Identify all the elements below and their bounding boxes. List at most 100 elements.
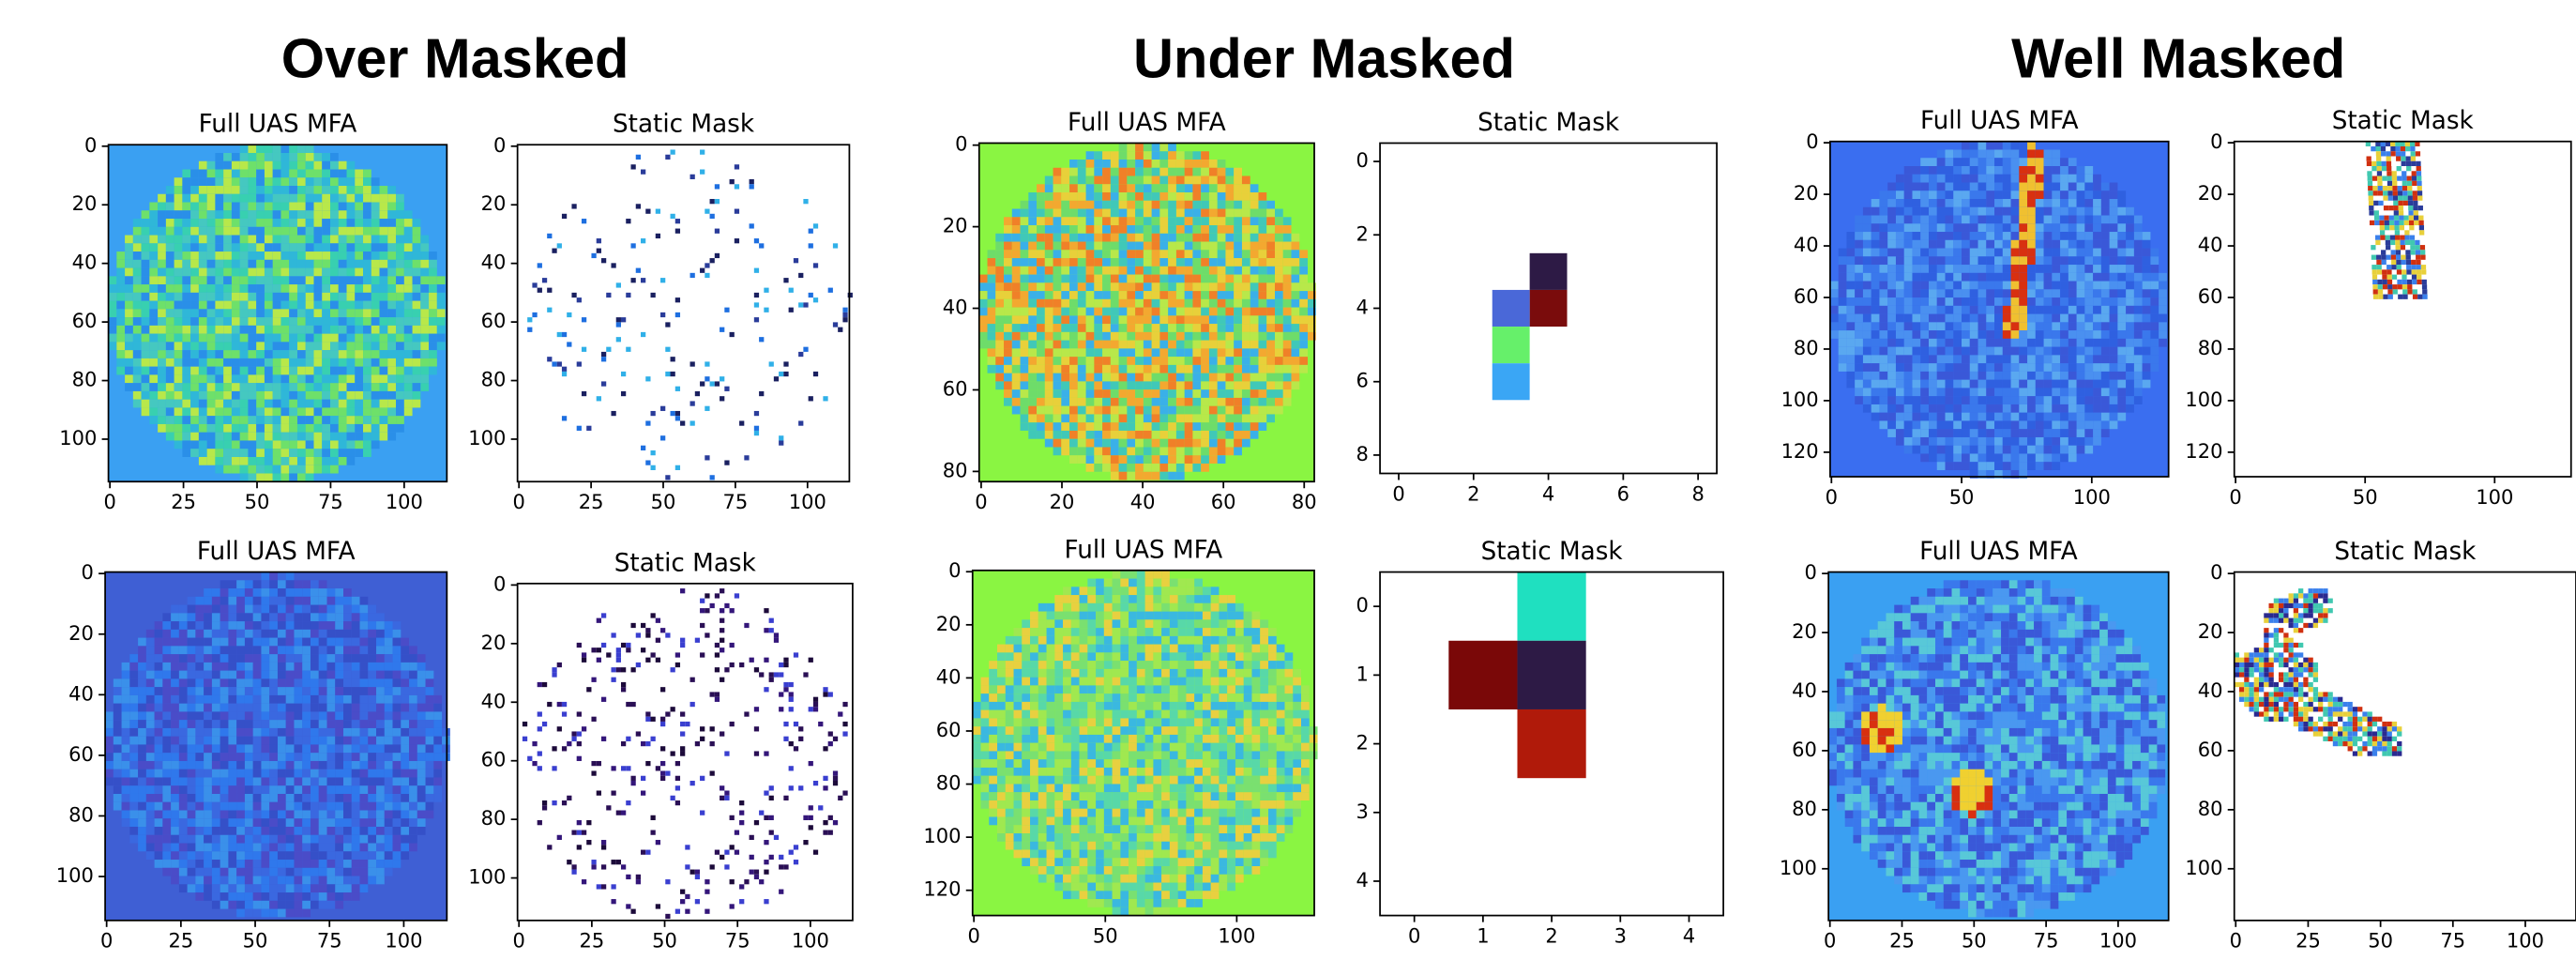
image-pixel xyxy=(286,711,295,720)
image-pixel xyxy=(387,309,396,317)
image-pixel xyxy=(1159,184,1168,192)
image-pixel xyxy=(1053,308,1062,316)
image-pixel xyxy=(660,687,665,692)
image-pixel xyxy=(207,194,216,203)
image-pixel xyxy=(759,811,764,815)
image-pixel xyxy=(280,473,289,481)
image-pixel xyxy=(720,328,724,332)
image-pixel xyxy=(1069,184,1078,192)
image-pixel xyxy=(1176,184,1185,192)
image-pixel xyxy=(215,186,223,194)
image-pixel xyxy=(335,785,343,794)
image-pixel xyxy=(327,835,336,844)
image-pixel xyxy=(265,440,273,449)
image-pixel xyxy=(188,818,196,827)
image-pixel xyxy=(256,391,265,400)
image-pixel xyxy=(601,697,606,702)
image-pixel xyxy=(616,860,621,864)
image-pixel xyxy=(256,170,265,178)
image-pixel xyxy=(368,860,376,868)
image-pixel xyxy=(1053,389,1062,398)
image-pixel xyxy=(339,440,347,449)
image-pixel xyxy=(1061,282,1069,291)
image-pixel xyxy=(730,845,735,849)
image-pixel xyxy=(166,251,174,260)
image-pixel xyxy=(1111,398,1119,406)
image-pixel xyxy=(212,892,220,901)
image-pixel xyxy=(232,424,240,433)
image-pixel xyxy=(380,243,388,251)
image-pixel xyxy=(1176,160,1185,168)
image-pixel xyxy=(1012,315,1021,324)
image-pixel xyxy=(248,243,256,251)
image-pixel xyxy=(322,317,330,326)
image-pixel xyxy=(1135,398,1144,406)
image-pixel xyxy=(1102,315,1111,324)
image-pixel xyxy=(1119,275,1128,283)
image-pixel xyxy=(347,449,356,457)
image-pixel xyxy=(174,424,183,433)
image-pixel xyxy=(297,194,306,203)
image-pixel xyxy=(401,646,409,654)
image-pixel xyxy=(1168,143,1176,151)
image-pixel xyxy=(368,638,376,647)
image-pixel xyxy=(302,777,311,785)
image-pixel xyxy=(149,219,158,227)
image-pixel xyxy=(1069,267,1078,275)
image-pixel xyxy=(240,203,249,211)
image-pixel xyxy=(363,407,371,416)
image-pixel xyxy=(1069,242,1078,251)
image-pixel xyxy=(1209,373,1218,382)
image-pixel xyxy=(685,864,689,869)
image-pixel xyxy=(138,687,146,695)
image-pixel xyxy=(582,658,586,663)
image-pixel xyxy=(1185,324,1193,332)
image-pixel xyxy=(527,328,532,332)
image-pixel xyxy=(368,687,376,695)
image-pixel xyxy=(204,605,212,614)
image-pixel xyxy=(1159,348,1168,357)
image-pixel xyxy=(207,268,216,277)
image-pixel xyxy=(413,227,421,236)
image-pixel xyxy=(803,672,808,677)
image-pixel xyxy=(1168,291,1176,299)
image-pixel xyxy=(409,761,417,770)
image-pixel xyxy=(215,358,223,367)
image-pixel xyxy=(783,687,788,692)
image-pixel xyxy=(1102,332,1111,341)
image-pixel xyxy=(142,407,150,416)
image-pixel xyxy=(1176,341,1185,349)
image-pixel xyxy=(1028,291,1037,299)
image-pixel xyxy=(393,835,402,844)
image-pixel xyxy=(368,728,376,737)
image-pixel xyxy=(105,753,114,761)
image-pixel xyxy=(1242,348,1250,357)
image-pixel xyxy=(269,671,278,679)
image-pixel xyxy=(199,203,207,211)
image-pixel xyxy=(335,851,343,860)
image-pixel xyxy=(311,728,319,737)
image-pixel xyxy=(376,785,385,794)
image-pixel xyxy=(278,811,286,819)
image-pixel xyxy=(261,794,269,802)
y-tick-label: 8 xyxy=(1356,442,1368,465)
image-pixel xyxy=(371,186,380,194)
image-pixel xyxy=(754,317,759,322)
image-pixel xyxy=(1028,332,1037,341)
image-pixel xyxy=(248,301,256,310)
image-pixel xyxy=(404,342,413,350)
image-pixel xyxy=(204,597,212,605)
image-pixel xyxy=(557,702,562,707)
image-pixel xyxy=(302,728,311,737)
image-pixel xyxy=(1127,422,1135,431)
image-pixel xyxy=(162,678,171,687)
image-pixel xyxy=(360,671,369,679)
image-pixel xyxy=(215,374,223,383)
image-pixel xyxy=(286,744,295,753)
image-pixel xyxy=(158,416,166,424)
image-pixel xyxy=(1037,291,1045,299)
image-pixel xyxy=(1094,201,1102,209)
image-pixel xyxy=(302,860,311,868)
image-pixel xyxy=(204,654,212,663)
image-pixel xyxy=(1012,332,1021,341)
